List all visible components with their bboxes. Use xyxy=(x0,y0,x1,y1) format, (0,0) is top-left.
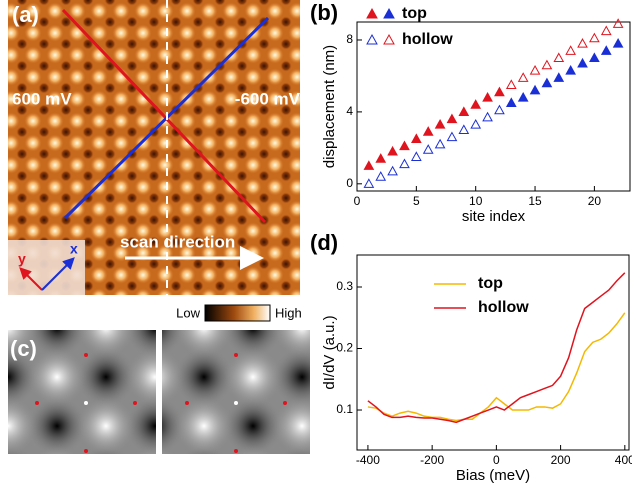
plot-frame xyxy=(357,22,630,191)
panel-label: (d) xyxy=(310,230,338,255)
marker xyxy=(566,66,575,74)
marker xyxy=(400,160,409,168)
colorbar xyxy=(205,305,270,321)
y-axis-label: dI/dV (a.u.) xyxy=(321,315,338,389)
marker xyxy=(471,100,480,108)
bias-label: -600 mV xyxy=(235,89,301,108)
colorbar-low: Low xyxy=(176,305,200,320)
x-tick-label: 0 xyxy=(354,194,361,208)
x-tick-label: 10 xyxy=(469,194,483,208)
marker xyxy=(602,26,611,34)
line xyxy=(368,273,625,422)
marker xyxy=(424,145,433,153)
x-tick-label: -400 xyxy=(356,453,380,467)
marker xyxy=(483,113,492,121)
marker xyxy=(388,147,397,155)
legend-label: top xyxy=(478,275,503,292)
x-axis-label: Bias (meV) xyxy=(456,467,530,484)
marker xyxy=(590,34,599,42)
marker xyxy=(459,107,468,115)
legend-marker xyxy=(384,35,394,44)
marker xyxy=(507,98,516,106)
marker xyxy=(566,46,575,54)
marker xyxy=(602,46,611,54)
panel-label: (a) xyxy=(12,2,39,27)
scan-label: scan direction xyxy=(120,232,235,251)
marker xyxy=(376,172,385,180)
x-axis-label: site index xyxy=(462,208,526,225)
marker xyxy=(531,86,540,94)
marker xyxy=(519,93,528,101)
legend-label: hollow xyxy=(402,31,453,48)
line xyxy=(368,313,625,421)
sim-image xyxy=(162,330,310,454)
bias-label: -600 mV xyxy=(241,452,307,471)
marker xyxy=(447,115,456,123)
marker xyxy=(364,161,373,169)
legend-marker xyxy=(367,9,377,18)
x-tick-label: 400 xyxy=(615,453,632,467)
x-tick-label: 200 xyxy=(551,453,571,467)
marker xyxy=(542,61,551,69)
legend-label: hollow xyxy=(478,299,529,316)
marker xyxy=(578,39,587,47)
legend-marker xyxy=(367,35,377,44)
axis-label: x xyxy=(70,241,78,257)
y-tick-label: 0.1 xyxy=(336,402,353,416)
marker xyxy=(436,120,445,128)
colorbar-high: High xyxy=(275,305,302,320)
y-tick-label: 4 xyxy=(346,104,353,118)
marker xyxy=(542,79,551,87)
marker xyxy=(412,152,421,160)
bias-label: 600 mV xyxy=(12,89,72,108)
x-tick-label: -200 xyxy=(420,453,444,467)
marker xyxy=(400,142,409,150)
marker xyxy=(436,140,445,148)
marker xyxy=(447,133,456,141)
marker xyxy=(495,88,504,96)
y-tick-label: 0 xyxy=(346,176,353,190)
panel-label: (c) xyxy=(10,336,37,361)
x-tick-label: 15 xyxy=(528,194,542,208)
marker xyxy=(519,73,528,81)
y-tick-label: 0.3 xyxy=(336,279,353,293)
marker xyxy=(424,127,433,135)
marker xyxy=(590,53,599,61)
y-tick-label: 0.2 xyxy=(336,341,353,355)
marker xyxy=(578,59,587,67)
x-tick-label: 20 xyxy=(588,194,602,208)
legend-label: top xyxy=(402,5,427,22)
marker xyxy=(614,19,623,27)
axis-label: y xyxy=(18,251,26,267)
x-tick-label: 5 xyxy=(413,194,420,208)
marker xyxy=(614,39,623,47)
marker xyxy=(471,120,480,128)
marker xyxy=(483,93,492,101)
marker xyxy=(376,154,385,162)
marker xyxy=(554,53,563,61)
panel-label: (b) xyxy=(310,0,338,25)
marker xyxy=(507,80,516,88)
legend-marker xyxy=(384,9,394,18)
x-tick-label: 0 xyxy=(493,453,500,467)
marker xyxy=(388,167,397,175)
marker xyxy=(531,66,540,74)
y-axis-label: displacement (nm) xyxy=(321,45,338,168)
marker xyxy=(412,134,421,142)
figure: (a) 600 mV -600 mV scan direction y x (c… xyxy=(0,0,632,484)
marker xyxy=(459,125,468,133)
y-tick-label: 8 xyxy=(346,32,353,46)
bias-label: 600 mV xyxy=(92,452,152,471)
marker xyxy=(495,106,504,114)
marker xyxy=(364,179,373,187)
marker xyxy=(554,73,563,81)
